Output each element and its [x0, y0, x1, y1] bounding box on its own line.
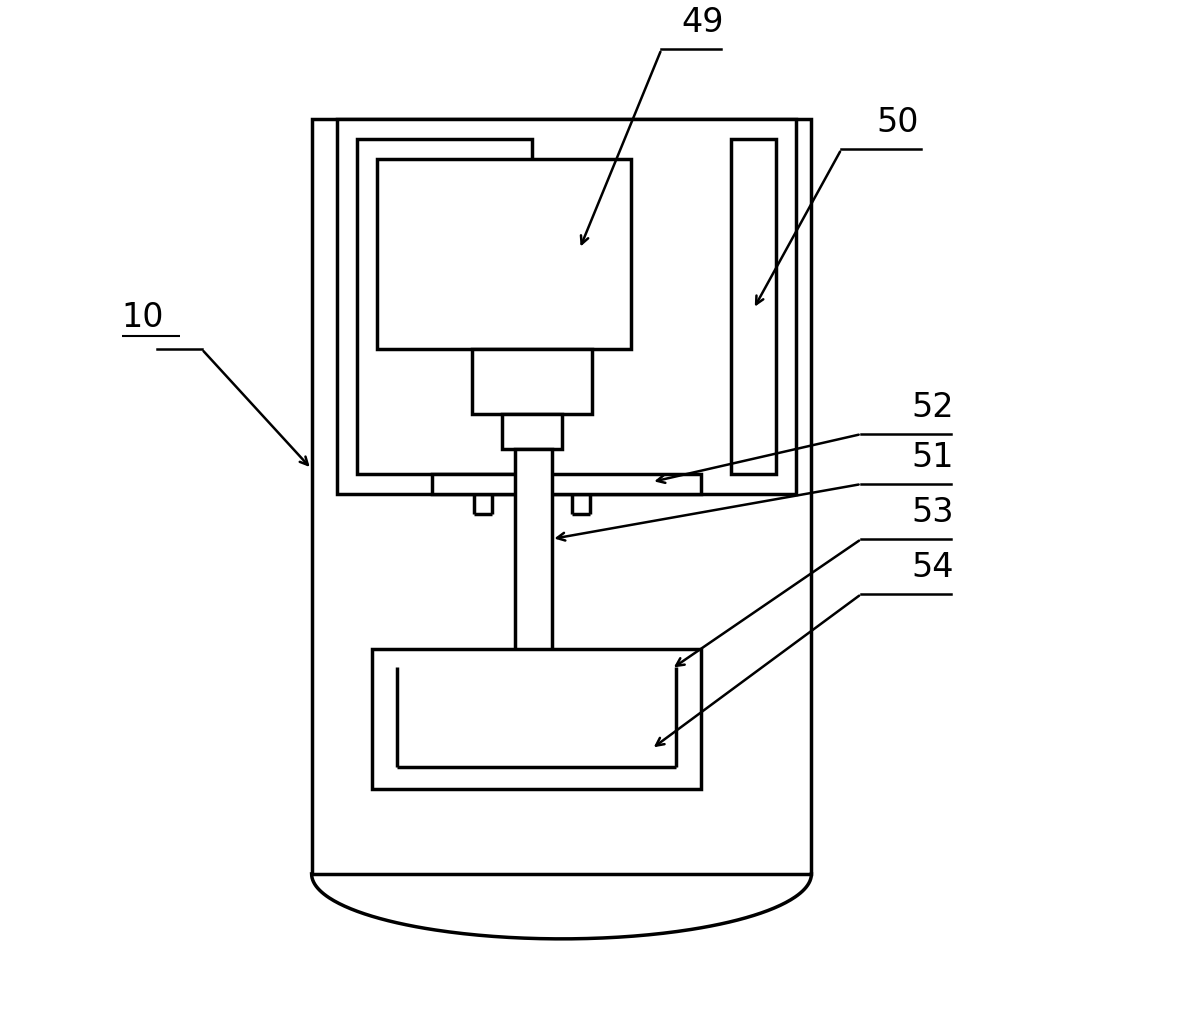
Bar: [372, 649, 701, 789]
Text: 49: 49: [681, 6, 724, 39]
Text: 54: 54: [912, 551, 954, 584]
Bar: [312, 119, 811, 874]
Bar: [515, 449, 551, 719]
Bar: [432, 474, 701, 494]
Bar: [377, 159, 632, 349]
Text: 50: 50: [877, 106, 919, 139]
Bar: [472, 349, 592, 414]
Text: 52: 52: [912, 392, 954, 425]
Bar: [337, 119, 796, 494]
Bar: [731, 139, 776, 474]
Text: 10: 10: [122, 301, 164, 334]
Bar: [356, 139, 532, 474]
Bar: [502, 414, 562, 449]
Text: 51: 51: [912, 441, 954, 474]
Text: 53: 53: [912, 496, 954, 529]
